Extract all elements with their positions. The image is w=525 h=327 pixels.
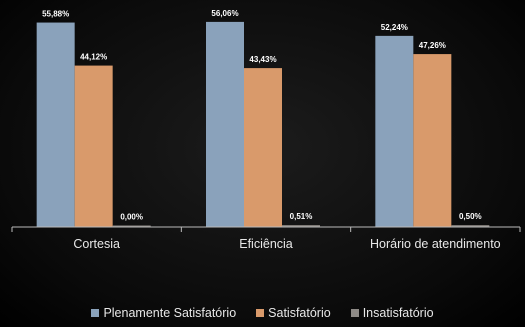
legend-label: Plenamente Satisfatório bbox=[103, 306, 236, 320]
bar-1-1 bbox=[37, 23, 75, 227]
legend: Plenamente Satisfatório Satisfatório Insat… bbox=[0, 306, 525, 320]
category-label-1: Cortesia bbox=[73, 237, 120, 251]
legend-label: Insatisfatório bbox=[363, 306, 434, 320]
legend-swatch bbox=[91, 309, 99, 317]
legend-item-1: Plenamente Satisfatório bbox=[91, 306, 236, 320]
legend-item-2: Satisfatório bbox=[256, 306, 331, 320]
data-label-3-1: 0,00% bbox=[120, 213, 143, 222]
category-label-2: Eficiência bbox=[239, 237, 293, 251]
data-label-1-2: 56,06% bbox=[211, 9, 238, 18]
category-label-3: Horário de atendimento bbox=[370, 237, 501, 251]
legend-item-3: Insatisfatório bbox=[351, 306, 434, 320]
data-label-3-2: 0,51% bbox=[290, 212, 313, 221]
data-label-3-3: 0,50% bbox=[459, 212, 482, 221]
bar-2-3 bbox=[413, 54, 451, 227]
legend-swatch bbox=[351, 309, 359, 317]
legend-swatch bbox=[256, 309, 264, 317]
bar-2-2 bbox=[244, 68, 282, 227]
data-label-2-1: 44,12% bbox=[80, 53, 107, 62]
legend-label: Satisfatório bbox=[268, 306, 331, 320]
bar-1-3 bbox=[375, 36, 413, 227]
data-label-1-1: 55,88% bbox=[42, 10, 69, 19]
data-label-2-3: 47,26% bbox=[419, 41, 446, 50]
bar-chart: 55,88% 44,12% 0,00% Cortesia 56,06% 43,43% 0,5… bbox=[0, 0, 525, 300]
bar-2-1 bbox=[75, 66, 113, 227]
data-label-1-3: 52,24% bbox=[381, 23, 408, 32]
data-label-2-2: 43,43% bbox=[249, 55, 276, 64]
bar-1-2 bbox=[206, 22, 244, 227]
